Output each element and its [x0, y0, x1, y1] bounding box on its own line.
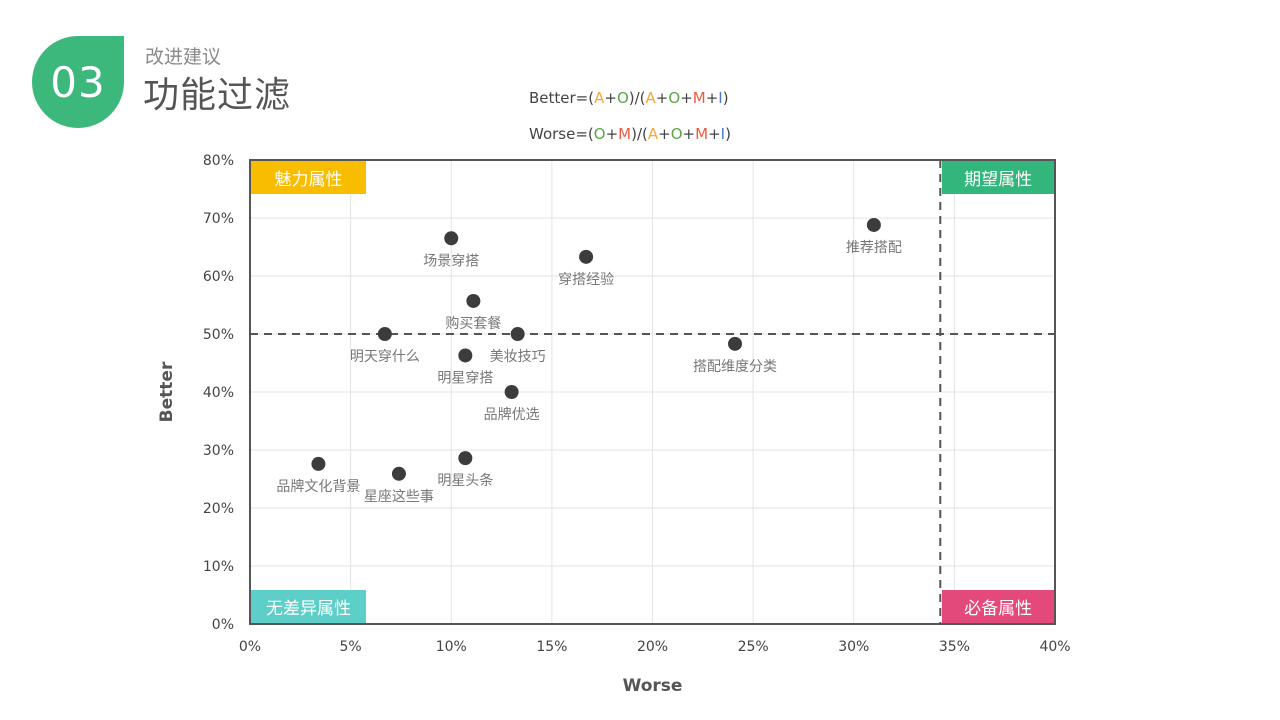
data-point-label: 搭配维度分类 [693, 359, 777, 375]
chart-grid [249, 159, 1056, 625]
y-tick-label: 70% [203, 211, 234, 227]
x-tick-label: 40% [1039, 639, 1070, 655]
y-tick-label: 40% [203, 385, 234, 401]
quadrant-must-label: 必备属性 [942, 590, 1054, 623]
worse-formula: Worse=(O+M)/(A+O+M+I) [529, 125, 731, 143]
section-number-badge: 03 [32, 36, 124, 128]
data-point-label: 明星穿搭 [437, 370, 493, 386]
section-subtitle: 改进建议 [145, 46, 222, 68]
y-axis-ticks: 0% 10% 20% 30% 40% 50% 60% 70% 80% [203, 153, 234, 633]
data-point-label: 推荐搭配 [846, 240, 902, 256]
data-point-label: 购买套餐 [445, 316, 501, 332]
data-point-label: 品牌文化背景 [276, 478, 360, 495]
x-tick-label: 15% [536, 639, 567, 655]
data-point [311, 456, 326, 471]
y-tick-label: 50% [203, 327, 234, 343]
x-tick-label: 5% [340, 639, 362, 655]
x-tick-label: 10% [436, 639, 467, 655]
data-point [458, 451, 473, 466]
x-tick-label: 20% [637, 639, 668, 655]
data-point [391, 466, 406, 481]
data-point [504, 385, 519, 399]
data-point [866, 217, 881, 232]
page-title: 功能过滤 [143, 75, 292, 116]
data-point-label: 品牌优选 [484, 406, 540, 423]
x-tick-label: 35% [939, 639, 970, 655]
data-point-label: 穿搭经验 [558, 272, 614, 288]
quadrant-charm-label: 魅力属性 [251, 161, 366, 194]
x-axis-title: Worse [623, 676, 683, 696]
data-point-label: 美妆技巧 [490, 349, 546, 365]
y-tick-label: 0% [212, 617, 234, 633]
better-formula: Better=(A+O)/(A+O+M+I) [529, 89, 729, 107]
data-point [466, 293, 481, 308]
data-point [444, 231, 459, 246]
x-tick-label: 30% [838, 639, 869, 655]
data-point [458, 348, 473, 363]
data-point [728, 336, 743, 351]
data-point [579, 249, 594, 264]
x-axis-ticks: 0% 5% 10% 15% 20% 25% 30% 35% 40% [239, 639, 1071, 655]
y-tick-label: 20% [203, 501, 234, 517]
x-tick-label: 25% [738, 639, 769, 655]
quadrant-indifferent-label: 无差异属性 [251, 590, 366, 623]
data-point [377, 327, 392, 341]
y-tick-label: 10% [203, 559, 234, 575]
y-tick-label: 80% [203, 153, 234, 169]
data-point-label: 场景穿搭 [423, 253, 479, 269]
section-number: 03 [50, 57, 106, 107]
x-tick-label: 0% [239, 639, 261, 655]
y-tick-label: 30% [203, 443, 234, 459]
plot-frame [249, 159, 1056, 625]
data-point [510, 327, 525, 341]
data-point-label: 明星头条 [437, 472, 493, 489]
quadrant-expect-label: 期望属性 [942, 161, 1054, 194]
y-axis-title: Better [157, 361, 177, 422]
y-tick-label: 60% [203, 269, 234, 285]
data-point-label: 明天穿什么 [350, 349, 420, 365]
threshold-lines [250, 160, 1055, 624]
data-point-label: 星座这些事 [364, 488, 434, 505]
